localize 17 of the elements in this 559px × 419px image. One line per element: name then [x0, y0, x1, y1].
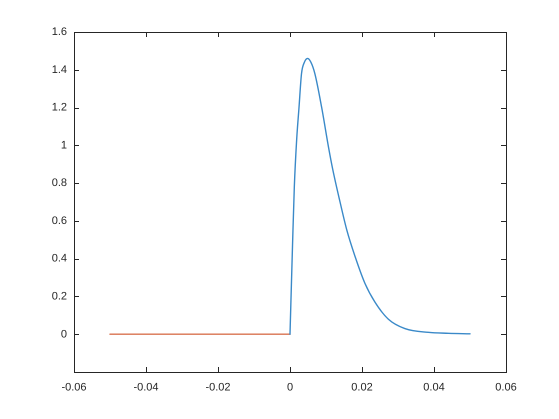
- y-tick-label: 1.6: [52, 26, 67, 38]
- x-tick-label: -0.02: [205, 382, 231, 394]
- y-tick-label: 0.8: [52, 177, 67, 190]
- y-tick-label: 1.2: [52, 102, 67, 114]
- x-tick-label: 0.02: [351, 382, 373, 394]
- y-tick-label: 0.6: [52, 214, 67, 227]
- y-tick-label: 0.4: [52, 252, 67, 265]
- x-tick-label: 0.06: [495, 382, 517, 394]
- line-series: [289, 58, 471, 335]
- x-tick-label: 0.04: [423, 382, 445, 394]
- y-tick-label: 1: [60, 139, 67, 152]
- y-tick-label: 1.4: [52, 64, 67, 76]
- y-tick-label: 0: [60, 328, 67, 340]
- x-tick-label: 0: [286, 382, 294, 394]
- y-tick-label: 0.2: [52, 290, 67, 302]
- x-tick-label: -0.04: [133, 382, 159, 394]
- x-tick-label: -0.06: [61, 382, 87, 394]
